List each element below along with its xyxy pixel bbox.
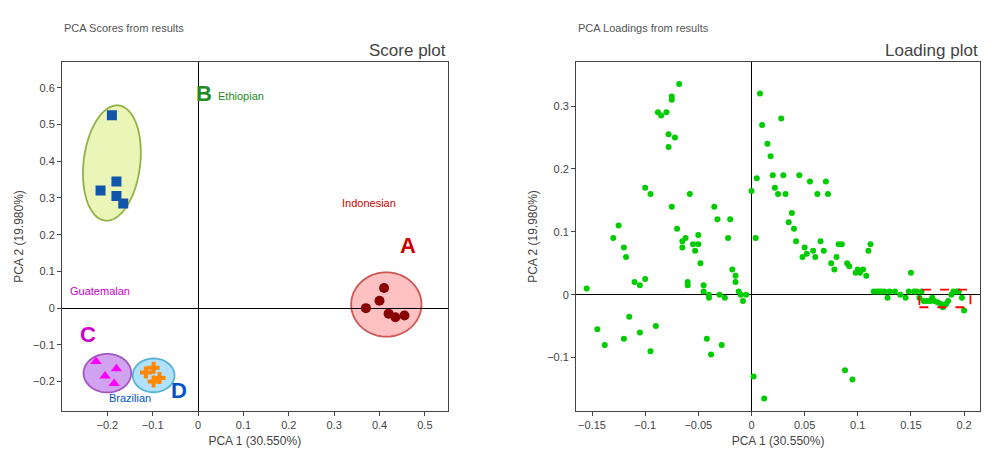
svg-text:0.4: 0.4 bbox=[372, 419, 387, 431]
svg-text:0.05: 0.05 bbox=[794, 419, 815, 431]
svg-text:0.2: 0.2 bbox=[956, 419, 971, 431]
svg-text:Score plot: Score plot bbox=[369, 41, 446, 60]
svg-text:0: 0 bbox=[563, 289, 569, 301]
svg-text:Guatemalan: Guatemalan bbox=[70, 285, 130, 297]
svg-text:Indonesian: Indonesian bbox=[342, 197, 396, 209]
svg-text:0.2: 0.2 bbox=[40, 229, 55, 241]
svg-text:PCA Loadings from results: PCA Loadings from results bbox=[578, 22, 709, 34]
svg-text:−0.2: −0.2 bbox=[33, 375, 55, 387]
svg-text:0.4: 0.4 bbox=[40, 155, 55, 167]
svg-text:PCA 2 (19.980%): PCA 2 (19.980%) bbox=[526, 190, 540, 283]
svg-text:Loading plot: Loading plot bbox=[885, 41, 978, 60]
svg-text:PCA 1 (30.550%): PCA 1 (30.550%) bbox=[208, 434, 301, 448]
svg-text:0.1: 0.1 bbox=[40, 265, 55, 277]
svg-text:0: 0 bbox=[195, 419, 201, 431]
svg-text:PCA Scores from results: PCA Scores from results bbox=[64, 22, 184, 34]
svg-text:0.6: 0.6 bbox=[40, 82, 55, 94]
svg-text:−0.1: −0.1 bbox=[142, 419, 164, 431]
svg-text:B: B bbox=[196, 81, 212, 106]
svg-text:0.5: 0.5 bbox=[417, 419, 432, 431]
svg-text:0.1: 0.1 bbox=[236, 419, 251, 431]
svg-text:0.5: 0.5 bbox=[40, 118, 55, 130]
svg-text:0.1: 0.1 bbox=[850, 419, 865, 431]
svg-text:−0.05: −0.05 bbox=[684, 419, 712, 431]
svg-text:0.3: 0.3 bbox=[40, 192, 55, 204]
svg-text:−0.1: −0.1 bbox=[547, 351, 569, 363]
svg-text:PCA 1 (30.550%): PCA 1 (30.550%) bbox=[732, 434, 825, 448]
svg-text:Brazilian: Brazilian bbox=[109, 392, 151, 404]
svg-text:PCA 2 (19.980%): PCA 2 (19.980%) bbox=[12, 190, 26, 283]
svg-text:−0.2: −0.2 bbox=[97, 419, 119, 431]
svg-text:Ethiopian: Ethiopian bbox=[218, 90, 264, 102]
svg-text:0.3: 0.3 bbox=[554, 100, 569, 112]
svg-text:0.2: 0.2 bbox=[281, 419, 296, 431]
svg-text:A: A bbox=[400, 233, 416, 258]
svg-text:0: 0 bbox=[49, 302, 55, 314]
svg-text:C: C bbox=[80, 322, 96, 347]
svg-text:−0.15: −0.15 bbox=[578, 419, 606, 431]
svg-text:0.2: 0.2 bbox=[554, 163, 569, 175]
svg-text:0.15: 0.15 bbox=[900, 419, 921, 431]
svg-text:D: D bbox=[171, 378, 187, 403]
svg-text:0: 0 bbox=[748, 419, 754, 431]
svg-text:−0.1: −0.1 bbox=[634, 419, 656, 431]
svg-text:−0.1: −0.1 bbox=[33, 339, 55, 351]
svg-text:0.1: 0.1 bbox=[554, 226, 569, 238]
svg-text:0.3: 0.3 bbox=[327, 419, 342, 431]
